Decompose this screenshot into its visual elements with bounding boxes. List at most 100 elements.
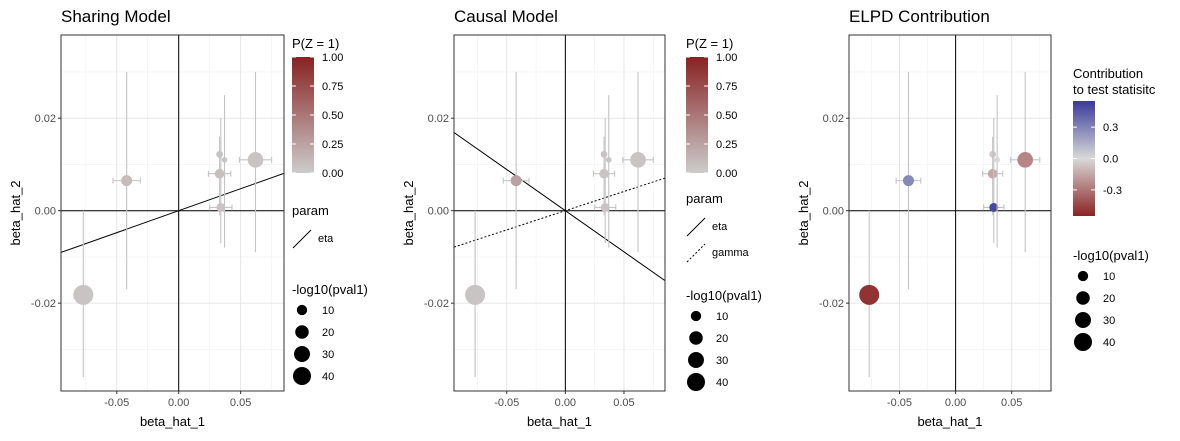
param-legend-key (292, 229, 312, 249)
point-marker (989, 202, 999, 212)
colorbar (292, 57, 314, 173)
data-point (622, 71, 654, 253)
data-point (502, 71, 530, 290)
size-legend-label: 20 (322, 327, 334, 339)
legend: P(Z = 1) 0.00 0.25 0.50 0.75 1.00 param eta gamm… (686, 36, 762, 391)
point-marker (994, 156, 1000, 163)
colorbar-tick-label: 0.75 (716, 81, 737, 93)
x-axis-label: beta_hat_1 (140, 414, 205, 429)
y-tick-label: 0.02 (428, 113, 449, 125)
data-point (238, 71, 273, 253)
point-marker (902, 175, 915, 187)
y-tick-label: -0.02 (424, 298, 449, 310)
point-marker (221, 156, 228, 163)
panel-3: ELPD Contribution -0.05 0.00 0.05 -0.02 0.00 0… (796, 7, 1156, 429)
size-legend-label: 10 (322, 305, 334, 317)
colorbar-tick-label: -0.3 (1103, 185, 1122, 197)
colorbar-tick-label: 0.25 (322, 139, 343, 151)
data-point (594, 118, 617, 244)
colorbar (686, 57, 708, 173)
point-marker (605, 156, 612, 163)
grid (849, 35, 1051, 391)
param-legend-title: param (686, 191, 723, 206)
size-legend-key (689, 331, 703, 345)
colorbar-tick-label: 0.3 (1103, 122, 1118, 134)
y-tick-label: 0.02 (35, 113, 56, 125)
point-marker (599, 168, 609, 179)
colorbar-title: Contribution (1073, 66, 1143, 81)
data-point (981, 136, 1004, 216)
size-legend-label: 40 (716, 377, 728, 389)
chart-title: Sharing Model (61, 7, 171, 26)
size-legend-key (690, 310, 702, 322)
point-marker (510, 175, 522, 187)
data-point (983, 118, 1005, 244)
x-tick-label: 0.05 (613, 397, 634, 409)
x-tick-label: 0.05 (230, 397, 251, 409)
y-tick-label: 0.00 (823, 206, 844, 218)
line-eta (61, 172, 284, 253)
panel-1: Sharing Model -0.05 0.00 0.05 -0.02 0.00 0.02 b… (8, 7, 368, 429)
chart-title: Causal Model (454, 7, 558, 26)
size-legend-key (1075, 312, 1091, 328)
colorbar (1073, 101, 1095, 216)
size-legend-label: 40 (322, 371, 334, 383)
colorbar-title: P(Z = 1) (686, 36, 733, 51)
param-legend-label: eta (318, 233, 334, 245)
line-eta (454, 132, 665, 282)
colorbar-tick-label: 0.25 (716, 139, 737, 151)
size-legend-key (295, 325, 309, 339)
data-point (209, 118, 233, 244)
param-legend-label: gamma (712, 247, 750, 259)
size-legend-key (1076, 291, 1090, 305)
size-legend-title: -log10(pval1) (1073, 248, 1149, 263)
data-point (1010, 71, 1041, 253)
colorbar-title: P(Z = 1) (292, 36, 339, 51)
point-marker (1017, 152, 1033, 168)
x-axis-label: beta_hat_1 (917, 414, 982, 429)
point-marker (214, 168, 225, 179)
size-legend-key (296, 304, 308, 316)
point-marker (987, 168, 998, 179)
y-axis-label: beta_hat_2 (8, 180, 23, 245)
y-tick-label: 0.00 (428, 206, 449, 218)
size-legend-label: 10 (716, 311, 728, 323)
x-tick-label: 0.00 (945, 397, 966, 409)
panel-border (60, 34, 285, 392)
size-legend-label: 30 (716, 355, 728, 367)
data-point (207, 136, 232, 216)
data-point (112, 71, 141, 290)
colorbar-tick-label: 1.00 (716, 52, 737, 64)
y-axis-label: beta_hat_2 (796, 180, 811, 245)
size-legend-key (294, 346, 310, 362)
size-legend-key (687, 373, 705, 391)
x-tick-label: -0.05 (494, 397, 519, 409)
data-point (221, 95, 228, 248)
grid (454, 35, 665, 391)
colorbar-tick-label: 0.00 (322, 168, 343, 180)
x-tick-label: 0.00 (555, 397, 576, 409)
colorbar-tick-label: 0.50 (716, 110, 737, 122)
param-legend-label: eta (712, 221, 728, 233)
points (465, 71, 654, 378)
param-legend-title: param (292, 203, 329, 218)
size-legend-label: 40 (1103, 337, 1115, 349)
colorbar-tick-label: 0.50 (322, 110, 343, 122)
param-legend-key (686, 243, 706, 263)
param-legend-key (686, 217, 706, 237)
point-marker (216, 202, 226, 212)
data-point (859, 210, 880, 378)
y-tick-label: -0.02 (31, 298, 56, 310)
x-axis-label: beta_hat_1 (527, 414, 592, 429)
size-legend-label: 20 (716, 333, 728, 345)
size-legend-title: -log10(pval1) (292, 282, 368, 297)
point-marker (600, 202, 610, 212)
points (859, 71, 1041, 378)
colorbar-tick-label: 0.75 (322, 81, 343, 93)
data-point (592, 136, 616, 216)
y-axis-label: beta_hat_2 (401, 180, 416, 245)
point-marker (247, 152, 264, 168)
colorbar-tick-label: 0.0 (1103, 154, 1118, 166)
point-marker (465, 284, 486, 305)
